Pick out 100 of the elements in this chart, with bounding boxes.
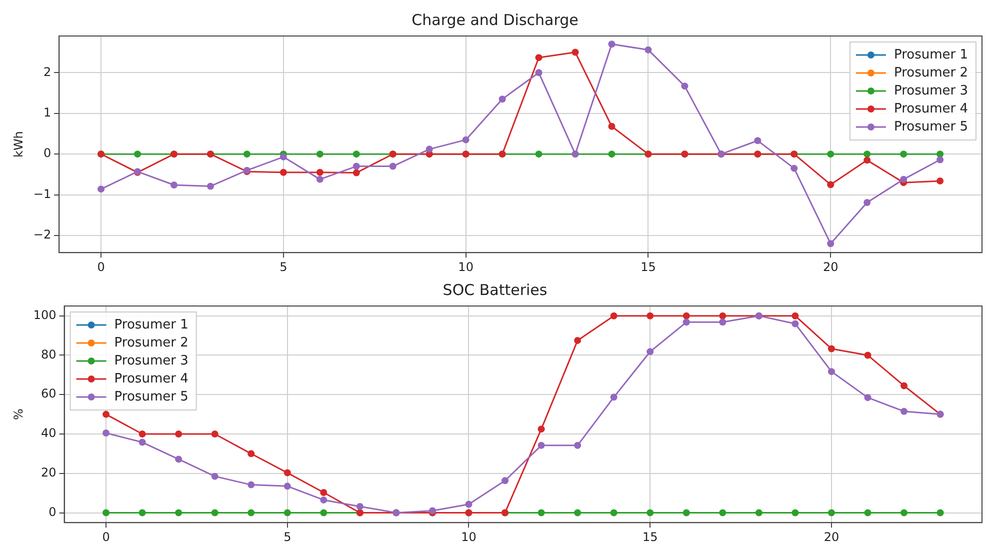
point — [827, 150, 834, 158]
point — [719, 509, 726, 516]
point — [610, 394, 618, 401]
point — [243, 150, 250, 158]
point — [936, 509, 944, 516]
point — [828, 368, 835, 376]
point — [644, 46, 652, 54]
x-tick-label: 15 — [642, 530, 658, 544]
point — [538, 426, 545, 433]
y-axis-title: kWh — [11, 131, 26, 158]
legend-label: Prosumer 2 — [894, 65, 968, 80]
y-tick-label: 2 — [43, 64, 52, 79]
point — [98, 186, 105, 193]
point — [284, 509, 291, 516]
point — [211, 509, 218, 516]
point — [900, 176, 908, 183]
x-tick-label: 5 — [284, 530, 292, 544]
point — [248, 481, 255, 488]
x-tick-label: 10 — [461, 530, 476, 544]
point — [790, 164, 798, 172]
point — [827, 181, 834, 188]
point — [320, 509, 328, 516]
point — [211, 430, 218, 438]
point — [864, 150, 871, 158]
point — [498, 96, 506, 103]
point — [864, 509, 872, 516]
legend-label: Prosumer 5 — [114, 389, 188, 404]
point — [389, 162, 396, 170]
point — [138, 438, 146, 446]
y-tick-label: −1 — [33, 186, 52, 201]
point — [900, 509, 908, 516]
point — [102, 430, 110, 437]
point — [138, 430, 146, 438]
point — [572, 48, 579, 56]
point — [646, 348, 654, 356]
point — [828, 509, 835, 516]
point — [102, 509, 110, 516]
point — [280, 153, 287, 160]
point — [280, 168, 287, 176]
point — [535, 69, 542, 76]
point — [538, 509, 545, 516]
point — [284, 469, 291, 476]
point — [719, 318, 726, 326]
y-tick-label: 0 — [43, 146, 52, 160]
legend-label: Prosumer 1 — [114, 317, 188, 332]
point — [175, 430, 182, 438]
point — [352, 169, 360, 176]
point — [574, 336, 582, 344]
point — [646, 509, 654, 516]
point — [352, 150, 360, 158]
point — [792, 509, 799, 516]
point — [864, 352, 872, 359]
point — [608, 122, 616, 130]
x-tick-label: 0 — [102, 530, 110, 544]
legend-label: Prosumer 4 — [114, 371, 188, 386]
point — [864, 394, 872, 402]
point — [248, 509, 255, 516]
point — [681, 82, 688, 90]
y-tick-label: 100 — [33, 308, 56, 322]
point — [426, 146, 433, 153]
point — [170, 182, 178, 189]
point — [535, 54, 542, 62]
point — [936, 156, 944, 164]
point — [138, 509, 146, 516]
point — [502, 477, 509, 484]
point — [206, 182, 214, 190]
chart-title: Charge and Discharge — [412, 10, 578, 29]
x-tick-label: 5 — [280, 260, 288, 274]
point — [610, 312, 618, 320]
y-axis-title: % — [11, 408, 26, 420]
point — [610, 509, 618, 516]
point — [792, 320, 799, 328]
point — [754, 137, 762, 144]
y-tick-label: 1 — [43, 105, 52, 120]
point — [356, 502, 364, 510]
point — [682, 318, 690, 326]
x-tick-label: 20 — [824, 530, 840, 544]
x-tick-label: 0 — [97, 260, 105, 274]
point — [316, 176, 324, 183]
legend-label: Prosumer 3 — [114, 353, 188, 368]
point — [608, 40, 616, 48]
x-tick-label: 10 — [458, 260, 474, 274]
point — [755, 509, 762, 516]
point — [535, 150, 542, 158]
y-tick-label: 80 — [41, 347, 56, 362]
point — [574, 509, 582, 516]
point — [864, 199, 871, 206]
point — [936, 177, 944, 184]
point — [900, 382, 908, 390]
y-tick-label: 0 — [48, 504, 56, 519]
point — [320, 488, 328, 496]
point — [900, 408, 908, 415]
point — [316, 150, 324, 158]
legend-label: Prosumer 5 — [894, 119, 968, 134]
point — [574, 442, 582, 449]
point — [682, 312, 690, 320]
point — [175, 456, 182, 463]
point — [284, 482, 291, 490]
point — [608, 150, 616, 158]
point — [538, 442, 545, 449]
